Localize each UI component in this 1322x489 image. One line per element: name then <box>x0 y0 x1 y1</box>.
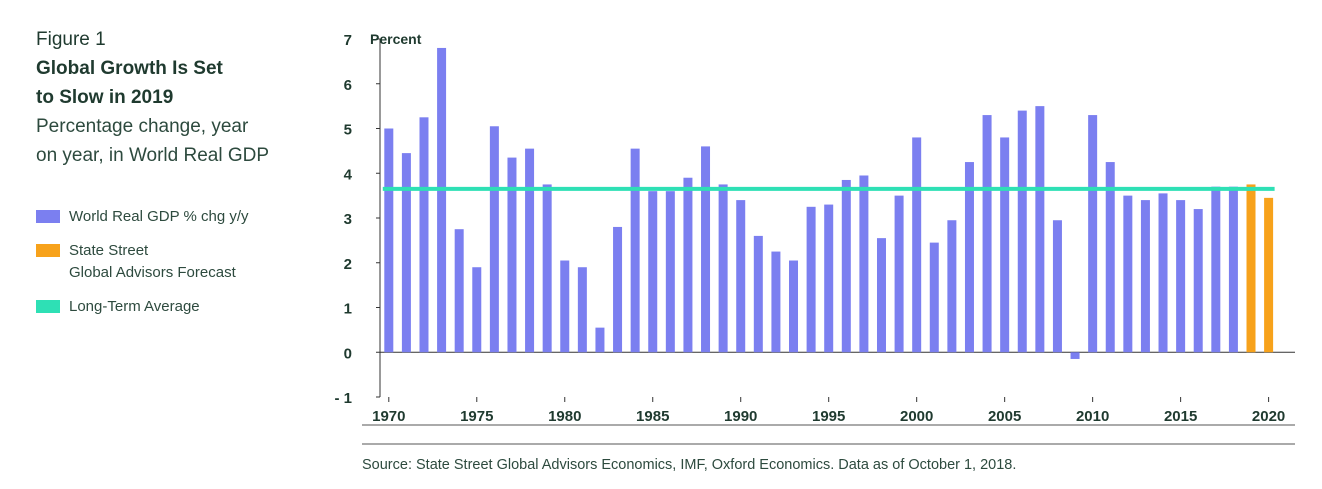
source-note: Source: State Street Global Advisors Eco… <box>362 457 1017 473</box>
bar-actual <box>894 195 904 353</box>
figure-subtitle-line1: Percentage change, year <box>36 116 249 137</box>
bar-actual <box>753 235 763 353</box>
y-tick-label: 1 <box>344 301 352 318</box>
figure-subtitle-line2: on year, in World Real GDP <box>36 145 270 166</box>
chart-area: - 1 0 1 2 3 4 5 6 7 Percent 1970 1975 1980 1985 1990 19… <box>330 20 1310 455</box>
gdp-bar-chart: - 1 0 1 2 3 4 5 6 7 Percent 1970 1975 1980 1985 1990 19… <box>334 31 1295 445</box>
bar-actual <box>736 200 746 353</box>
x-tick-label: 1990 <box>724 408 757 425</box>
bar-actual <box>1035 106 1045 353</box>
bar-actual <box>1158 193 1168 353</box>
x-tick-label: 1980 <box>548 408 581 425</box>
bar-actual <box>437 47 447 353</box>
x-tick-label: 2010 <box>1076 408 1109 425</box>
bar-forecast <box>1264 197 1274 353</box>
bar-actual <box>947 220 957 353</box>
bar-actual <box>859 175 869 353</box>
bar-actual <box>560 260 570 353</box>
bar-actual <box>648 191 658 353</box>
x-tick-label: 2020 <box>1252 408 1285 425</box>
bar-actual <box>806 206 816 353</box>
bar-actual <box>665 191 675 353</box>
bar-actual <box>1140 200 1150 353</box>
x-tick-label: 2015 <box>1164 408 1197 425</box>
bar-actual <box>789 260 799 353</box>
y-tick-label: 7 <box>344 32 352 49</box>
legend-label-forecast-line1: State Street <box>69 242 149 259</box>
bar-actual <box>1176 200 1186 353</box>
bar-actual <box>489 126 499 353</box>
legend-item-actual: World Real GDP % chg y/y <box>36 206 249 228</box>
x-tick-label: 2005 <box>988 408 1021 425</box>
figure-header: Figure 1 Global Growth Is Set to Slow in… <box>36 26 316 170</box>
bar-actual <box>876 238 886 353</box>
figure-title-line2: to Slow in 2019 <box>36 87 174 108</box>
legend-label-average: Long-Term Average <box>69 298 200 315</box>
y-tick-label: 6 <box>344 77 352 94</box>
bar-actual <box>472 267 482 353</box>
bar-actual <box>824 204 834 353</box>
bar-actual <box>384 128 394 353</box>
bar-forecast <box>1246 184 1256 353</box>
y-tick-label: - 1 <box>334 390 352 407</box>
chart-legend: World Real GDP % chg y/y State Street Gl… <box>36 206 249 330</box>
bar-actual <box>771 251 781 353</box>
y-tick-label: 2 <box>344 256 352 273</box>
bar-actual <box>419 117 429 353</box>
bar-actual <box>964 162 974 353</box>
legend-item-average: Long-Term Average <box>36 296 249 318</box>
bar-actual <box>1105 162 1115 353</box>
bar-actual <box>1193 209 1203 353</box>
bar-actual <box>401 153 411 353</box>
bar-actual <box>577 267 587 353</box>
bar-actual <box>613 226 623 353</box>
bar-actual <box>1017 110 1027 353</box>
bar-actual <box>1052 220 1062 353</box>
bar-actual <box>1088 115 1098 353</box>
bar-actual <box>929 242 939 353</box>
figure-label: Figure 1 <box>36 29 106 50</box>
x-tick-label: 1995 <box>812 408 845 425</box>
legend-swatch-actual <box>36 210 60 223</box>
x-tick-label: 1970 <box>372 408 405 425</box>
figure-title-line1: Global Growth Is Set <box>36 58 223 79</box>
legend-label-actual: World Real GDP % chg y/y <box>69 208 249 225</box>
legend-swatch-forecast <box>36 244 60 257</box>
bar-actual <box>982 115 992 353</box>
y-tick-label: 0 <box>344 345 352 362</box>
bar-actual <box>595 327 605 353</box>
legend-item-forecast: State Street Global Advisors Forecast <box>36 240 249 284</box>
y-tick-label: 5 <box>344 122 352 139</box>
bar-actual <box>1123 195 1133 353</box>
legend-swatch-average <box>36 300 60 313</box>
bar-actual <box>683 177 693 353</box>
bar-actual <box>454 229 464 353</box>
bar-actual <box>542 184 552 353</box>
y-tick-label: 4 <box>344 166 353 183</box>
bar-actual <box>912 137 922 353</box>
bar-actual <box>1211 186 1221 353</box>
bar-actual <box>841 179 851 353</box>
x-tick-label: 1985 <box>636 408 669 425</box>
bar-actual <box>1228 186 1238 353</box>
x-tick-label: 1975 <box>460 408 493 425</box>
bar-actual <box>718 184 728 353</box>
bar-actual <box>525 148 535 353</box>
bar-actual <box>1070 352 1080 359</box>
x-tick-label: 2000 <box>900 408 933 425</box>
bar-actual <box>1000 137 1010 353</box>
y-axis-title: Percent <box>370 31 422 47</box>
bar-actual <box>630 148 640 353</box>
bar-actual <box>507 157 517 353</box>
legend-label-forecast-line2: Global Advisors Forecast <box>69 264 236 281</box>
y-tick-label: 3 <box>344 211 352 228</box>
bar-actual <box>701 146 711 353</box>
